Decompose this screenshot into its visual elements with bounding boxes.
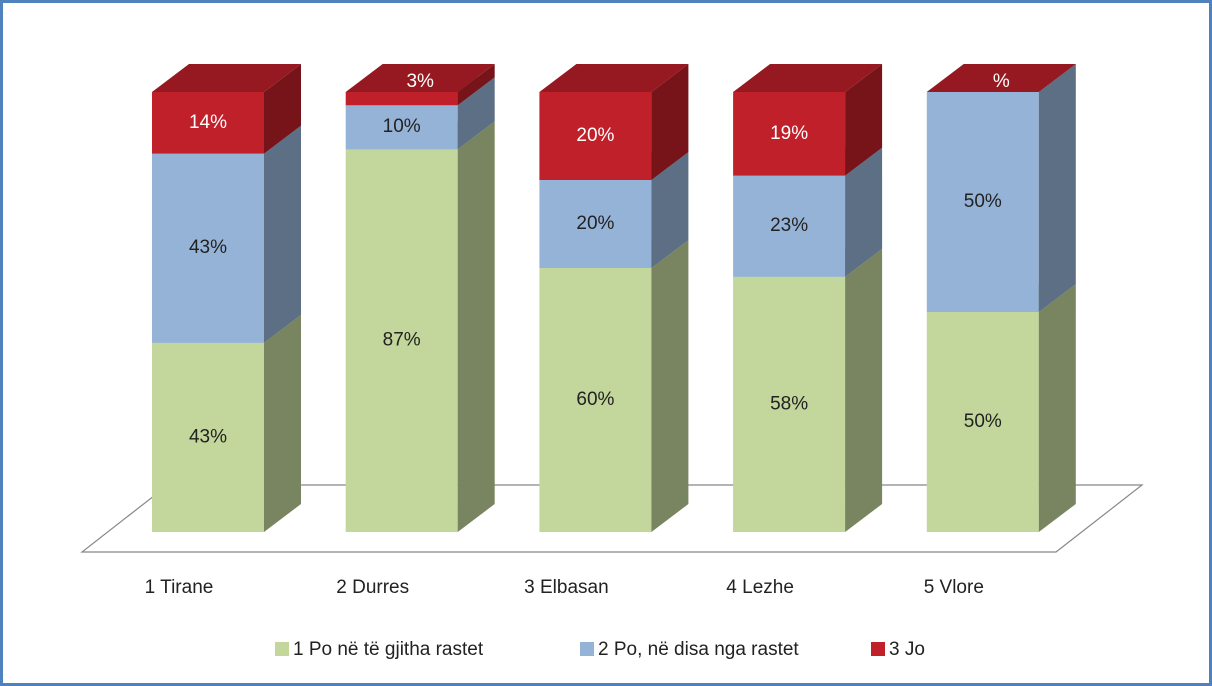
bar-side — [264, 125, 301, 343]
bar-side — [1038, 64, 1076, 312]
data-label: 60% — [576, 389, 614, 410]
x-tick-label: 3 Elbasan — [524, 577, 609, 598]
bar-side — [651, 64, 689, 180]
data-label: 19% — [770, 123, 808, 144]
bar-segment — [345, 149, 458, 532]
data-label: 50% — [964, 411, 1002, 432]
bar-segment — [345, 92, 458, 106]
data-label: 3% — [406, 71, 434, 92]
x-tick-label: 2 Durres — [336, 577, 409, 598]
legend-swatch — [275, 642, 289, 656]
bar-side — [845, 248, 883, 533]
x-tick-label: 4 Lezhe — [726, 577, 794, 598]
legend-label: 3 Jo — [889, 639, 925, 660]
bar-side — [457, 64, 495, 106]
data-label: 20% — [576, 125, 614, 146]
data-label: 23% — [770, 215, 808, 236]
bar-side — [845, 64, 883, 176]
bar-segment — [152, 92, 264, 154]
data-label: 20% — [576, 213, 614, 234]
bar-top — [152, 64, 301, 92]
bar-segment — [539, 92, 652, 180]
x-tick-label: 5 Vlore — [924, 577, 984, 598]
bar-side — [651, 240, 689, 532]
data-label: 10% — [383, 116, 421, 137]
bar-segment — [733, 276, 846, 532]
data-label: 14% — [189, 112, 227, 133]
bar-segment — [926, 92, 1039, 312]
bar-segment — [733, 175, 846, 277]
bar-segment — [539, 180, 652, 268]
data-label: 43% — [189, 426, 227, 447]
bar-top — [733, 64, 883, 92]
bar-side — [845, 147, 883, 277]
bar-side — [264, 314, 301, 532]
bar-side — [457, 77, 495, 150]
bar-segment — [152, 153, 264, 343]
data-label: 58% — [770, 393, 808, 414]
legend-label: 1 Po në të gjitha rastet — [293, 639, 484, 660]
data-label: 50% — [964, 191, 1002, 212]
bar-segment — [152, 342, 264, 532]
bar-top — [926, 64, 1076, 92]
bar-side — [457, 121, 495, 532]
data-label: 87% — [383, 330, 421, 351]
bar-side — [651, 152, 689, 268]
bar-side — [1038, 284, 1076, 532]
bar-segment — [345, 105, 458, 150]
bar-segment — [733, 92, 846, 176]
legend-swatch — [580, 642, 594, 656]
bar-segment — [926, 312, 1039, 532]
data-label: 43% — [189, 237, 227, 258]
data-label: % — [993, 71, 1010, 92]
bar-top — [345, 64, 495, 92]
bar-segment — [539, 268, 652, 532]
x-tick-label: 1 Tirane — [145, 577, 214, 598]
bar-side — [264, 64, 301, 154]
bar-top — [539, 64, 689, 92]
legend-swatch — [871, 642, 885, 656]
legend-label: 2 Po, në disa nga rastet — [598, 639, 799, 660]
